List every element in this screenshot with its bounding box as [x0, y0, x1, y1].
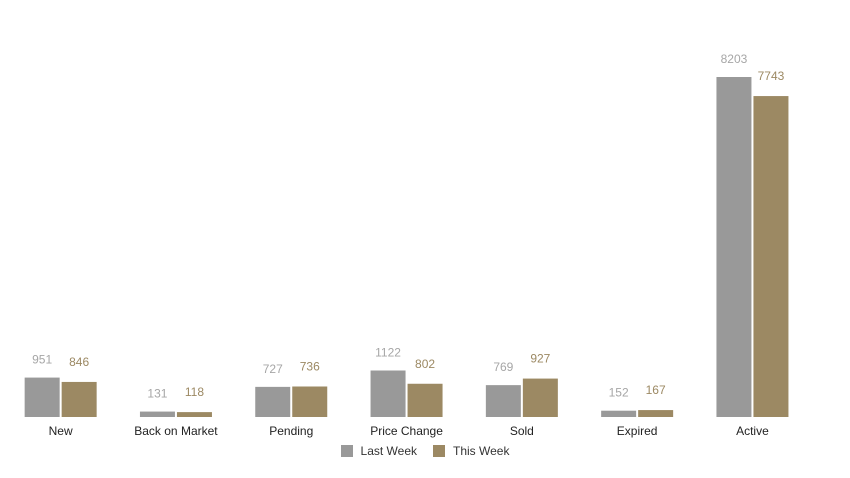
data-label-this-week-sold: 927 — [530, 352, 550, 366]
data-label-last-week-expired: 152 — [609, 386, 629, 400]
data-labels-group: 951 846 131 118 727 736 1122 802 769 927 152 167 820… — [32, 52, 784, 401]
x-tick-label-sold: Sold — [510, 424, 534, 438]
x-tick-label-active: Active — [736, 424, 769, 438]
x-tick-label-back-on-market: Back on Market — [134, 424, 218, 438]
legend-label-last-week: Last Week — [360, 444, 417, 458]
data-label-this-week-new: 846 — [69, 355, 89, 369]
x-axis-tick-labels: New Back on Market Pending Price Change Sold… — [49, 424, 769, 438]
legend-swatch-last-week — [340, 445, 353, 457]
bar-this-week-active[interactable] — [753, 96, 789, 417]
x-tick-label-price-change: Price Change — [370, 424, 443, 438]
bar-last-week-back-on-market[interactable] — [139, 411, 175, 417]
data-label-last-week-sold: 769 — [493, 360, 513, 374]
data-label-last-week-price-change: 1122 — [375, 345, 401, 359]
bar-last-week-sold[interactable] — [485, 385, 521, 417]
data-label-this-week-price-change: 802 — [415, 357, 435, 371]
data-label-last-week-active: 8203 — [721, 52, 748, 66]
legend-swatch-this-week — [433, 445, 445, 457]
data-label-this-week-pending: 736 — [300, 359, 320, 373]
bar-last-week-active[interactable] — [716, 77, 752, 417]
bar-this-week-sold[interactable] — [522, 378, 558, 417]
bar-this-week-expired[interactable] — [638, 410, 674, 417]
bars-group — [24, 77, 789, 417]
bar-this-week-new[interactable] — [61, 381, 97, 417]
bar-chart: 951 846 131 118 727 736 1122 802 769 927 152 167 820… — [24, 52, 789, 438]
data-label-last-week-new: 951 — [32, 353, 52, 367]
bar-last-week-expired[interactable] — [601, 410, 637, 417]
x-tick-label-pending: Pending — [269, 424, 313, 438]
data-label-last-week-pending: 727 — [263, 362, 283, 376]
legend-item-last-week[interactable]: Last Week — [340, 444, 417, 458]
bar-this-week-pending[interactable] — [292, 386, 328, 417]
data-label-this-week-expired: 167 — [646, 383, 666, 397]
x-tick-label-new: New — [49, 424, 73, 438]
bar-this-week-price-change[interactable] — [407, 383, 443, 417]
data-label-last-week-back-on-market: 131 — [147, 387, 167, 401]
bar-last-week-new[interactable] — [24, 377, 60, 417]
bar-last-week-price-change[interactable] — [370, 370, 406, 417]
legend: Last Week This Week — [0, 444, 850, 458]
data-label-this-week-back-on-market: 118 — [185, 385, 204, 399]
legend-item-this-week[interactable]: This Week — [433, 444, 509, 458]
legend-label-this-week: This Week — [453, 444, 510, 458]
bar-this-week-back-on-market[interactable] — [176, 412, 212, 417]
x-tick-label-expired: Expired — [617, 424, 658, 438]
bar-last-week-pending[interactable] — [255, 386, 291, 417]
data-label-this-week-active: 7743 — [758, 69, 785, 83]
